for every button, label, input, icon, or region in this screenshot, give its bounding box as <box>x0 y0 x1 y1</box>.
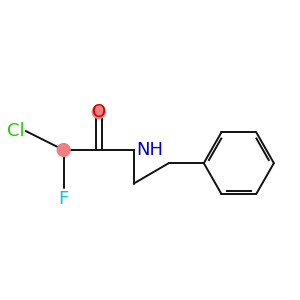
Circle shape <box>57 144 70 156</box>
Text: F: F <box>58 190 69 208</box>
Text: NH: NH <box>137 141 164 159</box>
Circle shape <box>92 106 105 118</box>
Text: O: O <box>92 103 106 121</box>
Text: Cl: Cl <box>7 122 24 140</box>
